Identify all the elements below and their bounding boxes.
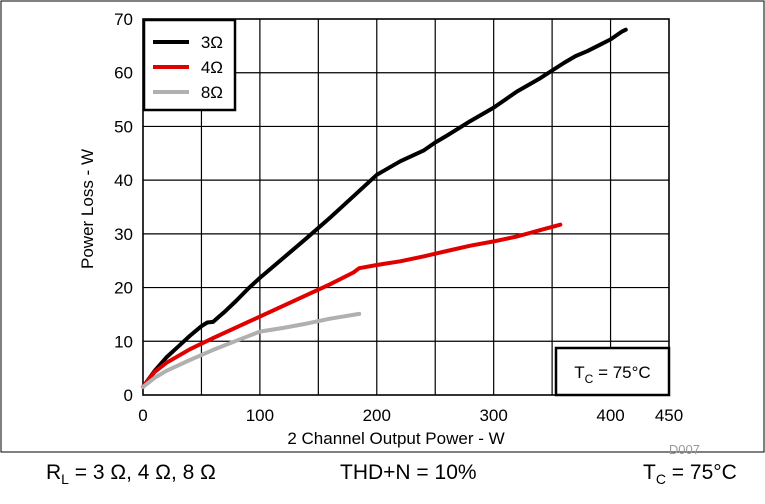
y-tick-label: 40 <box>114 171 133 190</box>
legend-label: 8Ω <box>201 83 223 102</box>
series-line-8ohm <box>141 311 362 389</box>
x-tick-label: 0 <box>138 406 147 425</box>
legend-box <box>142 18 237 112</box>
y-tick-label: 0 <box>124 386 133 405</box>
y-tick-label: 60 <box>114 64 133 83</box>
y-tick-label: 50 <box>114 117 133 136</box>
plot-area-border <box>142 18 670 396</box>
x-tick-label: 450 <box>655 406 683 425</box>
y-tick-label: 20 <box>114 279 133 298</box>
x-tick-label: 200 <box>363 406 391 425</box>
outer-border <box>0 0 765 453</box>
legend-label: 3Ω <box>201 33 223 52</box>
annotation-box <box>554 346 671 397</box>
caption-load-resistance: RL = 3 Ω, 4 Ω, 8 Ω <box>46 461 216 488</box>
y-tick-label: 70 <box>114 10 133 29</box>
series-line-3ohm <box>141 27 628 389</box>
caption-thd: THD+N = 10% <box>340 461 477 484</box>
caption-case-temperature: TC = 75°C <box>643 461 737 488</box>
chart-plot: 0 100 200 300 400 450 0 10 20 30 40 50 60 70 2 Channel… <box>78 10 700 457</box>
series-line-4ohm <box>141 222 563 389</box>
x-tick-label: 100 <box>246 406 274 425</box>
x-axis-label: 2 Channel Output Power - W <box>287 429 504 448</box>
y-tick-label: 30 <box>114 225 133 244</box>
annotation-text: TC = 75°C <box>574 363 650 386</box>
watermark-id: D007 <box>669 442 700 457</box>
y-axis-label: Power Loss - W <box>78 149 97 269</box>
legend-label: 4Ω <box>201 58 223 77</box>
x-tick-label: 400 <box>596 406 624 425</box>
y-tick-label: 10 <box>114 332 133 351</box>
x-tick-label: 300 <box>479 406 507 425</box>
